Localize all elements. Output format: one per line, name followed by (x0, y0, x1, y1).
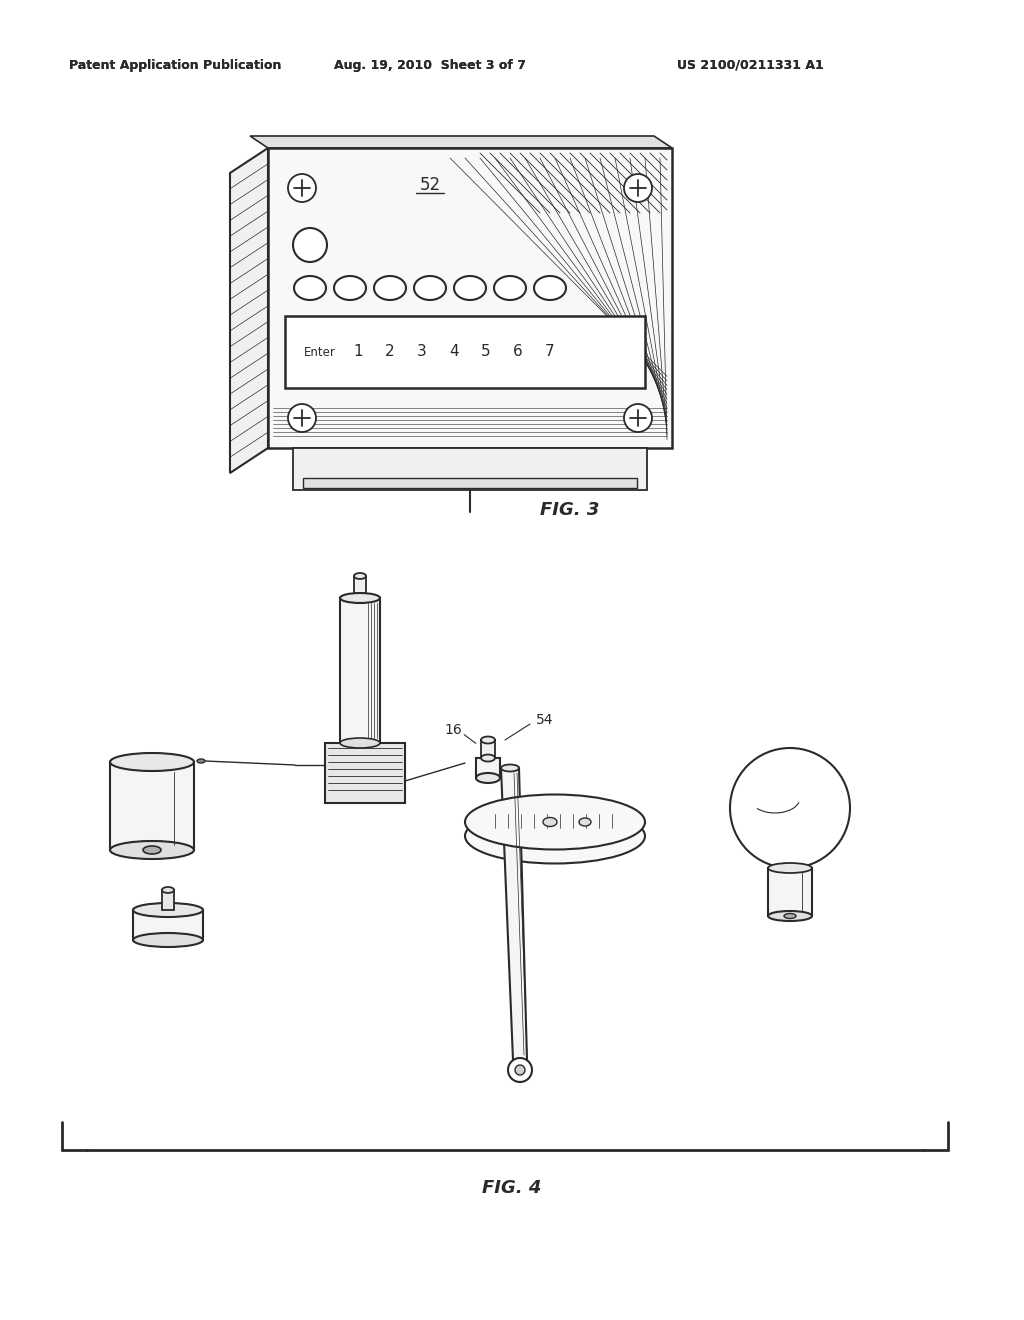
Text: 3: 3 (417, 345, 427, 359)
Text: FIG. 3: FIG. 3 (541, 502, 600, 519)
Bar (268, 148, 672, 447)
Bar (325, 743, 406, 803)
Bar (476, 758, 500, 777)
Ellipse shape (340, 593, 380, 603)
Ellipse shape (340, 738, 380, 748)
Bar (110, 762, 194, 850)
Circle shape (624, 174, 652, 202)
Bar (481, 741, 495, 758)
Bar (285, 315, 645, 388)
Ellipse shape (133, 903, 203, 917)
Ellipse shape (110, 841, 194, 859)
Bar (162, 890, 174, 909)
Text: FIG. 4: FIG. 4 (482, 1179, 542, 1197)
Text: Patent Application Publication: Patent Application Publication (69, 58, 282, 71)
Text: 52: 52 (420, 176, 440, 194)
Circle shape (293, 228, 327, 261)
Bar (133, 909, 203, 940)
Text: 2: 2 (385, 345, 395, 359)
Text: 4: 4 (450, 345, 459, 359)
Ellipse shape (501, 764, 519, 771)
Text: Aug. 19, 2010  Sheet 3 of 7: Aug. 19, 2010 Sheet 3 of 7 (334, 58, 526, 71)
Ellipse shape (454, 276, 486, 300)
Text: 1: 1 (353, 345, 362, 359)
Ellipse shape (294, 276, 326, 300)
Ellipse shape (784, 913, 796, 919)
Circle shape (730, 748, 850, 869)
Text: US 2100/0211331 A1: US 2100/0211331 A1 (677, 58, 823, 71)
Circle shape (515, 1065, 525, 1074)
Ellipse shape (133, 933, 203, 946)
Ellipse shape (465, 795, 645, 850)
Text: 6: 6 (513, 345, 523, 359)
Bar (354, 576, 366, 598)
Ellipse shape (465, 808, 645, 863)
Ellipse shape (481, 755, 495, 762)
Ellipse shape (414, 276, 446, 300)
Text: US 2100/0211331 A1: US 2100/0211331 A1 (677, 58, 823, 71)
Ellipse shape (110, 752, 194, 771)
Bar (293, 447, 647, 490)
Ellipse shape (543, 817, 557, 826)
Ellipse shape (579, 818, 591, 826)
Ellipse shape (768, 911, 812, 921)
Ellipse shape (481, 737, 495, 743)
Polygon shape (250, 136, 672, 148)
Polygon shape (501, 768, 527, 1060)
Text: Enter: Enter (304, 346, 336, 359)
Polygon shape (230, 148, 268, 473)
Ellipse shape (334, 276, 366, 300)
Text: Patent Application Publication: Patent Application Publication (69, 58, 282, 71)
Ellipse shape (476, 774, 500, 783)
Text: 54: 54 (537, 713, 554, 727)
Ellipse shape (143, 846, 161, 854)
Bar (303, 478, 637, 488)
Ellipse shape (197, 759, 205, 763)
Text: Aug. 19, 2010  Sheet 3 of 7: Aug. 19, 2010 Sheet 3 of 7 (334, 58, 526, 71)
Bar (340, 598, 380, 743)
Ellipse shape (374, 276, 406, 300)
Ellipse shape (768, 863, 812, 873)
Ellipse shape (162, 887, 174, 894)
Ellipse shape (534, 276, 566, 300)
Circle shape (288, 174, 316, 202)
Bar (768, 869, 812, 916)
Circle shape (288, 404, 316, 432)
Circle shape (624, 404, 652, 432)
Text: 7: 7 (545, 345, 555, 359)
Text: 16: 16 (444, 723, 462, 737)
Text: 5: 5 (481, 345, 490, 359)
Circle shape (508, 1059, 532, 1082)
Ellipse shape (494, 276, 526, 300)
Ellipse shape (354, 573, 366, 579)
